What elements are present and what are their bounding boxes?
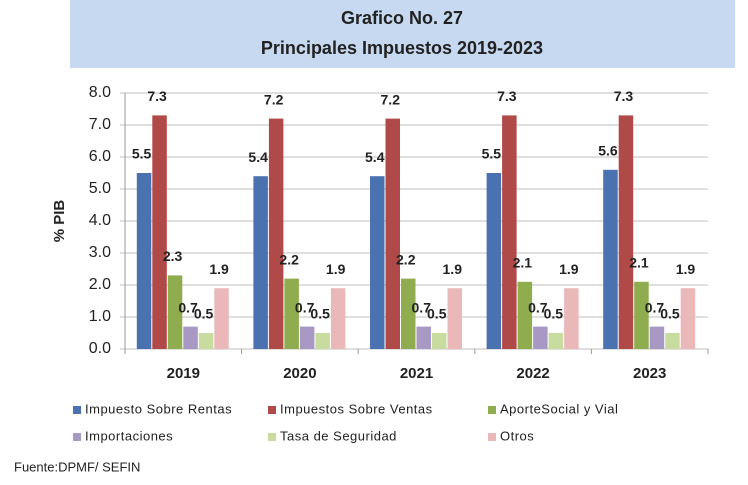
value-label: 0.5 bbox=[310, 306, 330, 322]
value-label: 7.3 bbox=[614, 88, 634, 104]
value-label: 0.5 bbox=[544, 306, 564, 322]
bar bbox=[548, 333, 564, 349]
bar bbox=[198, 333, 214, 349]
value-label: 1.9 bbox=[559, 261, 579, 277]
legend-swatch bbox=[488, 433, 496, 441]
title-box bbox=[70, 0, 735, 68]
bar bbox=[370, 176, 385, 349]
value-label: 0.7 bbox=[528, 299, 548, 315]
y-tick-label: 5.0 bbox=[89, 180, 111, 197]
value-label: 1.9 bbox=[326, 261, 346, 277]
y-tick-label: 7.0 bbox=[89, 116, 111, 133]
bar bbox=[136, 173, 152, 349]
y-tick-label: 2.0 bbox=[89, 276, 111, 293]
bar bbox=[152, 115, 167, 350]
value-label: 0.5 bbox=[660, 306, 680, 322]
y-tick-label: 3.0 bbox=[89, 244, 111, 261]
bar bbox=[385, 118, 400, 349]
value-label: 0.5 bbox=[427, 306, 447, 322]
y-tick-label: 0.0 bbox=[89, 340, 111, 357]
value-label: 2.1 bbox=[513, 255, 533, 271]
legend-label: Importaciones bbox=[85, 428, 173, 443]
bar bbox=[564, 288, 579, 349]
value-label: 1.9 bbox=[209, 261, 229, 277]
legend-swatch bbox=[73, 406, 81, 414]
value-label: 7.2 bbox=[264, 91, 284, 107]
value-label: 1.9 bbox=[676, 261, 696, 277]
bar bbox=[268, 118, 284, 349]
bar bbox=[183, 326, 198, 349]
legend-label: Tasa de Seguridad bbox=[280, 428, 397, 443]
value-label: 5.4 bbox=[248, 149, 268, 165]
y-axis-label: % PIB bbox=[51, 200, 68, 243]
chart-title: Grafico No. 27 bbox=[341, 8, 463, 28]
legend-swatch bbox=[268, 433, 276, 441]
value-label: 0.7 bbox=[178, 299, 198, 315]
value-label: 7.3 bbox=[497, 88, 517, 104]
bar bbox=[447, 288, 462, 349]
bar bbox=[502, 115, 517, 350]
legend-label: Impuesto Sobre Rentas bbox=[85, 401, 232, 416]
value-label: 7.3 bbox=[147, 88, 167, 104]
y-tick-label: 1.0 bbox=[89, 308, 111, 325]
source: Fuente:DPMF/ SEFIN bbox=[14, 459, 140, 474]
x-tick-label: 2021 bbox=[400, 365, 433, 382]
value-label: 2.2 bbox=[279, 251, 299, 267]
value-label: 7.2 bbox=[381, 91, 401, 107]
value-label: 0.5 bbox=[194, 306, 214, 322]
value-label: 0.7 bbox=[412, 299, 432, 315]
bar bbox=[315, 333, 330, 349]
chart-subtitle: Principales Impuestos 2019-2023 bbox=[261, 38, 543, 58]
bar bbox=[214, 288, 229, 349]
value-label: 2.3 bbox=[163, 248, 183, 264]
y-tick-label: 4.0 bbox=[89, 212, 111, 229]
legend-swatch bbox=[488, 406, 496, 414]
y-tick-label: 8.0 bbox=[89, 84, 111, 101]
legend-swatch bbox=[268, 406, 276, 414]
bar bbox=[665, 333, 680, 349]
bar bbox=[299, 326, 315, 349]
bar bbox=[680, 288, 696, 349]
x-tick-label: 2023 bbox=[633, 365, 666, 382]
y-tick-label: 6.0 bbox=[89, 148, 111, 165]
legend-label: Impuestos Sobre Ventas bbox=[280, 401, 433, 416]
value-label: 5.6 bbox=[598, 143, 618, 159]
bar bbox=[649, 326, 665, 349]
value-label: 0.7 bbox=[295, 299, 315, 315]
value-label: 5.5 bbox=[132, 146, 152, 162]
value-label: 2.1 bbox=[629, 255, 649, 271]
bar bbox=[618, 115, 634, 350]
bar bbox=[533, 326, 548, 349]
value-label: 1.9 bbox=[443, 261, 463, 277]
x-tick-label: 2020 bbox=[283, 365, 316, 382]
value-label: 5.5 bbox=[482, 146, 502, 162]
bar bbox=[603, 169, 618, 349]
bar bbox=[167, 275, 183, 349]
bar bbox=[401, 278, 416, 349]
legend-swatch bbox=[73, 433, 81, 441]
bar bbox=[634, 281, 649, 349]
bar bbox=[432, 333, 447, 349]
bar bbox=[517, 281, 533, 349]
legend-label: Otros bbox=[500, 428, 534, 443]
legend-label: AporteSocial y Vial bbox=[500, 401, 618, 416]
value-label: 5.4 bbox=[365, 149, 385, 165]
x-tick-label: 2022 bbox=[516, 365, 549, 382]
value-label: 2.2 bbox=[396, 251, 416, 267]
bar bbox=[416, 326, 431, 349]
x-tick-label: 2019 bbox=[167, 365, 200, 382]
bar bbox=[253, 176, 268, 349]
bar bbox=[330, 288, 346, 349]
bar bbox=[284, 278, 299, 349]
bar bbox=[486, 173, 502, 349]
value-label: 0.7 bbox=[645, 299, 665, 315]
